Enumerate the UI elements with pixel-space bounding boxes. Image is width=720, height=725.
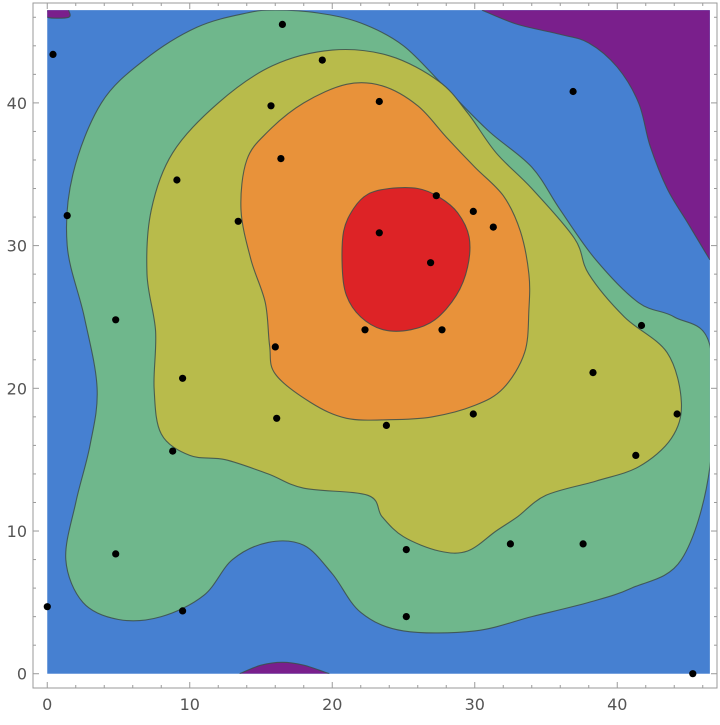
data-point (267, 102, 275, 110)
data-point (489, 223, 497, 231)
data-point (438, 326, 446, 334)
data-point (402, 546, 410, 554)
data-point (375, 229, 383, 237)
x-tick-label: 0 (42, 695, 52, 714)
data-point (271, 343, 279, 351)
data-point (43, 603, 51, 611)
data-point (402, 613, 410, 621)
data-point (318, 56, 326, 64)
data-point (49, 50, 57, 59)
data-point (673, 410, 681, 418)
data-point (569, 87, 577, 96)
level-highest-region (341, 187, 470, 332)
data-point (427, 259, 435, 267)
y-tick-label: 30 (7, 237, 27, 256)
x-tick-label: 10 (180, 695, 200, 714)
level-highest-contour-line (341, 187, 471, 332)
data-point (179, 374, 187, 382)
data-point (506, 540, 514, 548)
data-point (469, 410, 477, 418)
data-point (112, 550, 120, 558)
data-point (432, 192, 440, 200)
y-tick-label: 20 (7, 379, 27, 398)
x-tick-label: 30 (465, 695, 485, 714)
data-point (169, 447, 177, 455)
data-point (173, 176, 181, 184)
plot-frame (32, 2, 718, 689)
data-point (637, 321, 646, 330)
data-point (179, 607, 187, 615)
y-tick-label: 10 (7, 522, 27, 541)
data-point (273, 414, 281, 422)
level-lowest-region-2 (47, 10, 71, 19)
data-point (277, 155, 285, 163)
data-points-group (43, 20, 697, 678)
x-axis-ticks: 0 10 20 30 40 (42, 3, 704, 714)
data-point (579, 540, 587, 548)
x-tick-label: 40 (607, 695, 627, 714)
axes-group (32, 2, 718, 689)
level-lowest-contour-line-3 (239, 661, 330, 674)
y-tick-label: 40 (7, 94, 27, 113)
level-lowest-contour-line-1 (481, 10, 710, 261)
data-point (375, 97, 383, 106)
level-lowest-region-1 (481, 10, 710, 260)
data-point (469, 207, 477, 215)
x-tick-label: 20 (322, 695, 342, 714)
data-point (382, 421, 390, 429)
data-point (632, 451, 640, 459)
data-point (278, 20, 286, 28)
data-point (361, 326, 369, 334)
contour-levels-group (47, 10, 710, 674)
y-tick-label: 0 (17, 665, 27, 684)
y-axis-ticks: 0 10 20 30 40 (7, 16, 717, 684)
data-point (689, 670, 697, 678)
level-4-contour-line (240, 82, 531, 421)
data-point (234, 217, 242, 225)
level-2-contour-line (65, 10, 710, 634)
level-lowest-contour-line-2 (47, 10, 71, 19)
level-3-contour-line (146, 48, 683, 554)
data-point (63, 212, 71, 220)
data-point (112, 316, 120, 324)
data-point (589, 369, 597, 377)
